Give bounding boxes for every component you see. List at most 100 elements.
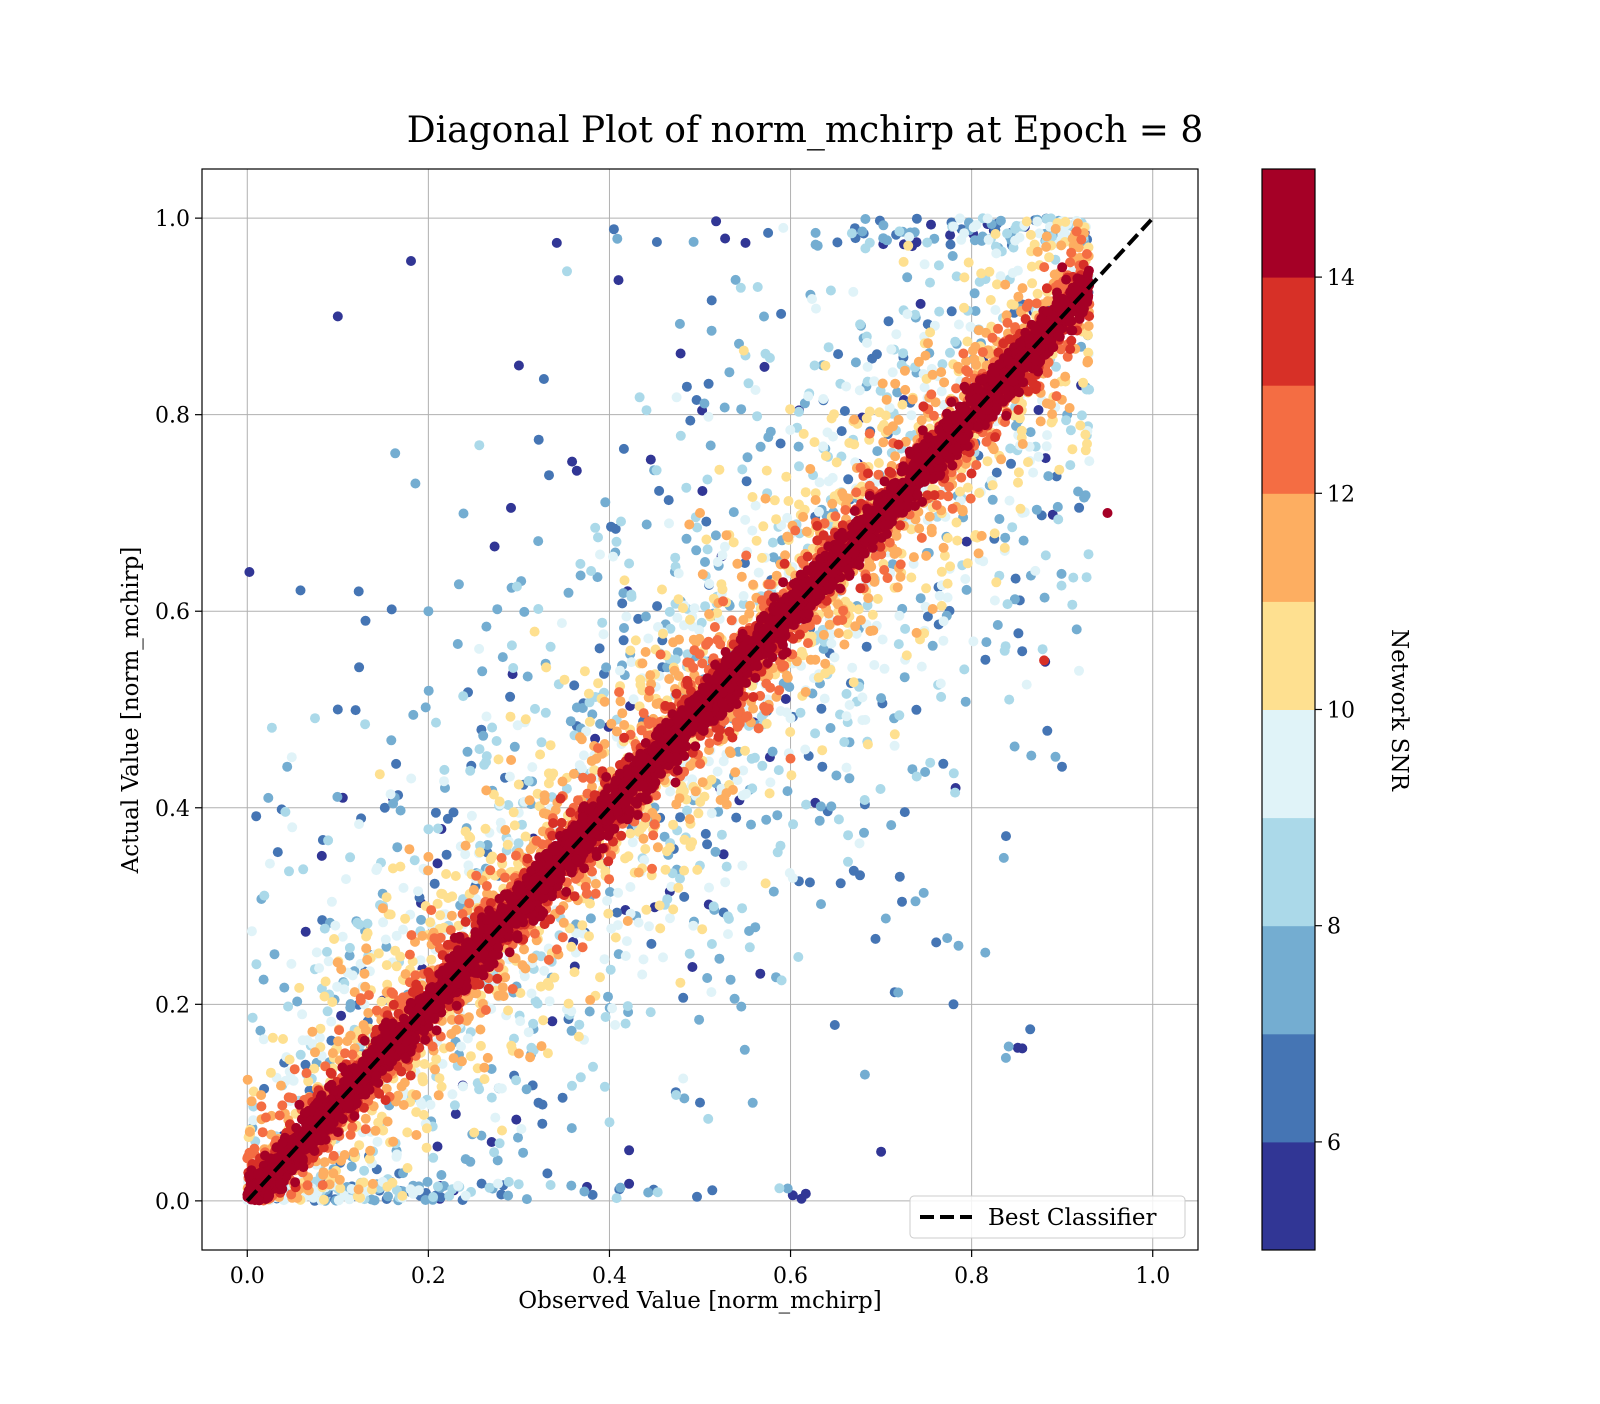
scatter-point	[900, 624, 910, 634]
scatter-point	[672, 613, 682, 623]
scatter-point	[477, 666, 487, 676]
scatter-point	[962, 585, 972, 595]
scatter-point	[481, 824, 491, 834]
scatter-point	[676, 349, 686, 359]
scatter-point	[498, 982, 508, 992]
scatter-point	[860, 795, 870, 805]
scatter-point	[880, 664, 890, 674]
scatter-point	[560, 675, 570, 685]
scatter-point	[876, 1147, 886, 1157]
scatter-point	[794, 461, 804, 471]
scatter-point	[597, 618, 607, 628]
scatter-point	[567, 457, 577, 467]
scatter-point	[320, 924, 330, 934]
scatter-point	[641, 647, 651, 657]
scatter-point	[474, 440, 484, 450]
scatter-point	[758, 521, 768, 531]
scatter-point	[737, 903, 747, 913]
scatter-point	[1001, 1053, 1011, 1063]
scatter-point	[426, 905, 436, 915]
scatter-point	[937, 601, 947, 611]
scatter-point	[522, 1084, 532, 1094]
scatter-point	[892, 547, 902, 557]
scatter-point	[807, 294, 817, 304]
scatter-point	[387, 604, 397, 614]
scatter-point	[329, 1151, 339, 1161]
scatter-point	[644, 921, 654, 931]
scatter-point	[951, 383, 961, 393]
scatter-point	[511, 1075, 521, 1085]
scatter-point	[497, 853, 507, 863]
scatter-point	[360, 719, 370, 729]
scatter-point	[898, 348, 908, 358]
scatter-point	[354, 819, 364, 829]
scatter-point	[497, 1084, 507, 1094]
scatter-point	[707, 326, 717, 336]
scatter-point	[786, 713, 796, 723]
scatter-point	[1039, 262, 1049, 272]
scatter-point	[413, 886, 423, 896]
scatter-point	[916, 593, 926, 603]
scatter-point	[352, 918, 362, 928]
scatter-point	[436, 1170, 446, 1180]
scatter-point	[694, 625, 704, 635]
scatter-point	[1032, 505, 1042, 515]
scatter-point	[476, 1041, 486, 1051]
scatter-point	[371, 1126, 381, 1136]
scatter-point	[613, 888, 623, 898]
scatter-point	[1018, 439, 1028, 449]
scatter-point	[780, 559, 790, 569]
scatter-point	[510, 820, 520, 830]
scatter-point	[783, 673, 793, 683]
scatter-point	[487, 723, 497, 733]
scatter-point	[397, 1082, 407, 1092]
scatter-point	[937, 567, 947, 577]
scatter-point	[541, 708, 551, 718]
scatter-point	[904, 232, 914, 242]
scatter-point	[411, 1090, 421, 1100]
scatter-point	[302, 1068, 312, 1078]
scatter-point	[423, 824, 433, 834]
scatter-point	[307, 1027, 317, 1037]
scatter-point	[843, 857, 853, 867]
scatter-point	[1000, 646, 1010, 656]
scatter-point	[952, 536, 962, 546]
scatter-point	[383, 1191, 393, 1201]
scatter-point	[635, 392, 645, 402]
scatter-point	[704, 609, 714, 619]
scatter-point	[900, 366, 910, 376]
scatter-point	[818, 441, 828, 451]
scatter-point	[595, 550, 605, 560]
scatter-point	[843, 830, 853, 840]
scatter-point	[765, 777, 775, 787]
scatter-point	[774, 685, 784, 695]
scatter-point	[426, 955, 436, 965]
scatter-point	[433, 824, 443, 834]
scatter-point	[619, 623, 629, 633]
scatter-point	[1018, 283, 1028, 293]
scatter-point	[914, 357, 924, 367]
scatter-point	[961, 697, 971, 707]
scatter-point	[770, 495, 780, 505]
scatter-point	[869, 660, 879, 670]
scatter-point	[711, 530, 721, 540]
scatter-point	[318, 1180, 328, 1190]
scatter-point	[287, 822, 297, 832]
scatter-point	[695, 649, 705, 659]
scatter-point	[548, 769, 558, 779]
scatter-point	[1066, 425, 1076, 435]
scatter-point	[292, 997, 302, 1007]
scatter-point	[668, 637, 678, 647]
scatter-point	[279, 983, 289, 993]
scatter-point	[361, 1114, 371, 1124]
scatter-point	[692, 1192, 702, 1202]
scatter-point	[948, 504, 958, 514]
scatter-point	[703, 412, 713, 422]
scatter-point	[701, 829, 711, 839]
scatter-point	[674, 568, 684, 578]
scatter-point	[856, 615, 866, 625]
scatter-point	[1042, 232, 1052, 242]
scatter-point	[991, 577, 1001, 587]
scatter-point	[881, 914, 891, 924]
scatter-point	[335, 1175, 345, 1185]
